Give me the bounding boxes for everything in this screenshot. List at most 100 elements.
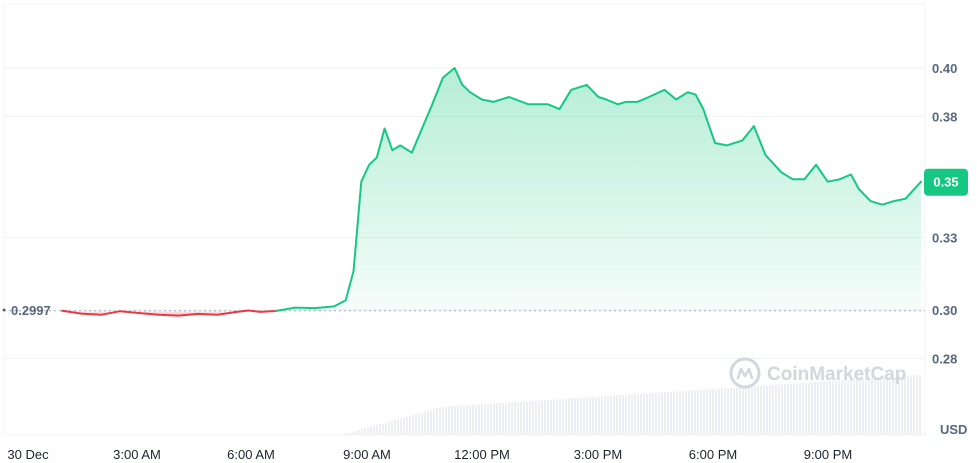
volume-bar	[502, 402, 504, 435]
volume-bar	[574, 398, 576, 435]
volume-bar	[520, 401, 522, 435]
volume-bar	[637, 393, 639, 435]
volume-bar	[496, 403, 498, 435]
volume-bar	[364, 428, 366, 435]
volume-bar	[373, 425, 375, 435]
volume-bar	[850, 379, 852, 435]
volume-bar	[415, 414, 417, 435]
volume-bar	[847, 379, 849, 435]
volume-bar	[898, 376, 900, 435]
volume-bar	[535, 400, 537, 435]
volume-bar	[358, 429, 360, 435]
volume-bar	[478, 404, 480, 435]
volume-bar	[481, 404, 483, 435]
volume-bar	[652, 392, 654, 435]
volume-bar	[910, 375, 912, 435]
volume-bar	[397, 419, 399, 435]
volume-bar	[598, 396, 600, 435]
volume-bar	[727, 387, 729, 435]
volume-bar	[709, 389, 711, 435]
volume-bar	[733, 387, 735, 435]
y-tick-label: 0.33	[932, 230, 957, 245]
volume-bar	[673, 391, 675, 435]
volume-bar	[829, 381, 831, 435]
volume-bar	[550, 399, 552, 435]
price-line-down	[61, 309, 277, 317]
volume-bar	[511, 402, 513, 435]
volume-bar	[400, 418, 402, 435]
volume-bar	[382, 423, 384, 435]
volume-bar	[376, 424, 378, 435]
volume-bar	[559, 399, 561, 435]
current-price-badge	[924, 168, 968, 196]
start-price-label: 0.2997	[11, 303, 51, 318]
volume-bar	[769, 385, 771, 435]
volume-bar	[589, 397, 591, 435]
volume-bar	[772, 384, 774, 435]
volume-bar	[490, 403, 492, 435]
volume-bar	[691, 390, 693, 435]
price-areas	[62, 68, 921, 316]
volume-bar	[877, 377, 879, 435]
volume-bar	[856, 379, 858, 435]
volume-bar	[724, 388, 726, 435]
volume-bar	[604, 396, 606, 435]
volume-bar	[865, 378, 867, 435]
volume-bar	[634, 394, 636, 435]
volume-bar	[619, 395, 621, 435]
x-tick-label: 9:00 AM	[343, 447, 391, 462]
volume-bar	[406, 416, 408, 435]
volume-bar	[718, 388, 720, 435]
volume-bar	[343, 434, 345, 435]
x-axis-ticks: 30 Dec 3:00 AM 6:00 AM 9:00 AM 12:00 PM 3:00 …	[7, 447, 852, 462]
volume-bar	[892, 376, 894, 435]
x-tick-label: 3:00 PM	[574, 447, 622, 462]
volume-bar	[784, 384, 786, 435]
volume-bar	[427, 410, 429, 435]
volume-bar	[802, 382, 804, 435]
volume-bar	[577, 397, 579, 435]
volume-bar	[886, 377, 888, 435]
volume-bar	[895, 376, 897, 435]
volume-bar	[844, 380, 846, 435]
volume-bar	[649, 393, 651, 435]
volume-bar	[778, 384, 780, 435]
volume-bar	[883, 377, 885, 435]
volume-bar	[754, 386, 756, 435]
volume-bar	[355, 430, 357, 435]
volume-bar	[904, 376, 906, 435]
volume-bar	[571, 398, 573, 435]
volume-bar	[493, 403, 495, 435]
volume-bar	[640, 393, 642, 435]
volume-bar	[667, 391, 669, 435]
volume-bar	[796, 383, 798, 435]
volume-bar	[361, 429, 363, 435]
volume-bar	[799, 383, 801, 435]
volume-bar	[544, 400, 546, 435]
volume-bar	[835, 380, 837, 435]
volume-bar	[631, 394, 633, 435]
volume-bar	[613, 395, 615, 435]
y-tick-label: 0.28	[932, 351, 957, 366]
volume-bar	[901, 376, 903, 435]
volume-bar	[748, 386, 750, 435]
volume-bar	[694, 390, 696, 435]
x-tick-label: 3:00 AM	[113, 447, 161, 462]
volume-bar	[349, 432, 351, 435]
volume-bar	[538, 400, 540, 435]
volume-bar	[730, 387, 732, 435]
volume-bar	[661, 392, 663, 435]
volume-bar	[601, 396, 603, 435]
volume-bar	[367, 427, 369, 435]
volume-bar	[541, 400, 543, 435]
price-area-up	[275, 68, 921, 311]
volume-bar	[580, 397, 582, 435]
volume-bar	[646, 393, 648, 435]
volume-bar	[457, 405, 459, 435]
volume-bar	[607, 395, 609, 435]
volume-bar	[448, 406, 450, 435]
volume-bar	[460, 405, 462, 435]
volume-bar	[526, 401, 528, 435]
volume-bar	[424, 411, 426, 435]
volume-bar	[676, 391, 678, 435]
